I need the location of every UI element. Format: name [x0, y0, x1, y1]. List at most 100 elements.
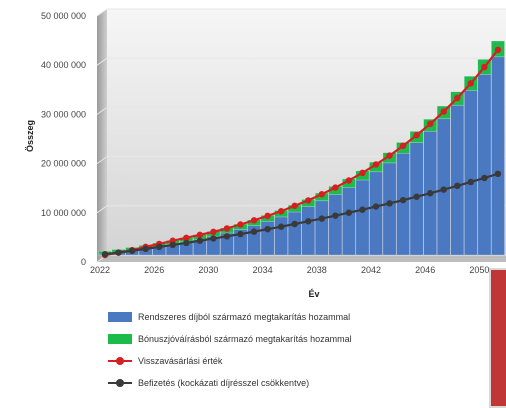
- chart-area: 0 10 000 000 20 000 000 30 000 000 40 000 00…: [25, 8, 506, 408]
- legend-item-surrender-value[interactable]: Visszavásárlási érték: [108, 350, 408, 372]
- point-payments: [237, 230, 244, 238]
- point-surrender-value: [440, 108, 447, 115]
- x-tick-label: 2038: [307, 265, 327, 275]
- point-payments: [183, 239, 190, 247]
- point-payments: [305, 218, 312, 225]
- legend-label: Befizetés (kockázati díjrésszel csökkent…: [138, 378, 310, 388]
- bar-regular-savings: [491, 56, 505, 256]
- point-payments: [115, 249, 122, 256]
- x-tick-label: 2046: [415, 265, 435, 275]
- point-payments: [427, 190, 434, 197]
- plot-side-wall: [97, 9, 107, 262]
- gridline-depth: [96, 57, 108, 66]
- legend: Rendszeres díjból származó megtakarítás …: [108, 306, 408, 394]
- point-surrender-value: [386, 152, 393, 159]
- point-payments: [101, 251, 109, 258]
- point-payments: [345, 209, 353, 216]
- stacked-bar-line-chart: 0 10 000 000 20 000 000 30 000 000 40 000 00…: [25, 8, 506, 299]
- point-payments: [494, 170, 502, 178]
- point-surrender-value: [277, 208, 285, 215]
- point-payments: [481, 174, 488, 182]
- legend-marker-red: [108, 356, 132, 366]
- bar-regular-savings: [463, 90, 478, 256]
- point-surrender-value: [494, 46, 502, 54]
- y-tick-label: 20 000 000: [41, 159, 86, 169]
- point-surrender-value: [345, 177, 353, 184]
- bar-regular-savings: [382, 162, 397, 256]
- gridline-depth: [96, 156, 108, 165]
- point-payments: [399, 196, 407, 204]
- x-tick-label: 2042: [361, 265, 381, 275]
- point-surrender-value: [223, 225, 231, 232]
- legend-marker-dark: [108, 378, 132, 388]
- point-payments: [210, 235, 217, 242]
- point-payments: [223, 233, 231, 240]
- x-tick-label: 2022: [90, 265, 110, 275]
- point-surrender-value: [399, 142, 407, 149]
- point-payments: [386, 200, 393, 207]
- bar-regular-savings: [341, 187, 356, 256]
- point-surrender-value: [413, 131, 420, 139]
- legend-item-regular-savings[interactable]: Rendszeres díjból származó megtakarítás …: [108, 306, 408, 328]
- point-surrender-value: [183, 234, 190, 241]
- point-payments: [332, 212, 339, 219]
- point-surrender-value: [305, 197, 312, 204]
- bar-regular-savings: [274, 216, 289, 256]
- point-payments: [318, 215, 325, 222]
- x-tick-label: 2030: [198, 265, 218, 275]
- y-tick-label: 50 000 000: [41, 11, 86, 21]
- legend-item-payments[interactable]: Befizetés (kockázati díjrésszel csökkent…: [108, 372, 408, 394]
- point-surrender-value: [291, 202, 298, 209]
- legend-item-bonus-savings[interactable]: Bónuszjóváírásból származó megtakarítás …: [108, 328, 408, 350]
- point-surrender-value: [332, 184, 339, 191]
- bar-regular-savings: [369, 171, 383, 256]
- bar-regular-savings: [450, 104, 465, 256]
- point-payments: [128, 247, 136, 255]
- point-surrender-value: [372, 161, 380, 168]
- point-payments: [359, 206, 366, 213]
- point-payments: [467, 178, 475, 186]
- point-payments: [250, 228, 258, 235]
- gridline-depth: [96, 8, 108, 17]
- point-surrender-value: [454, 94, 461, 102]
- y-tick-label: 0: [81, 257, 86, 267]
- legend-swatch-green: [108, 334, 132, 344]
- point-surrender-value: [427, 120, 434, 128]
- y-axis-title: Összeg: [25, 120, 35, 152]
- point-payments: [156, 243, 163, 251]
- point-payments: [413, 193, 420, 200]
- point-payments: [169, 241, 176, 249]
- point-payments: [142, 245, 149, 253]
- point-surrender-value: [467, 80, 475, 87]
- point-payments: [277, 223, 285, 230]
- point-payments: [454, 182, 461, 190]
- y-tick-label: 40 000 000: [41, 60, 86, 70]
- point-payments: [291, 220, 298, 228]
- gridline-depth: [96, 106, 108, 115]
- point-surrender-value: [237, 221, 244, 228]
- bar-regular-savings: [328, 194, 343, 256]
- overlay-panel[interactable]: [489, 268, 506, 408]
- point-surrender-value: [250, 217, 258, 224]
- bar-regular-savings: [287, 211, 302, 256]
- bar-regular-savings: [301, 206, 316, 256]
- point-payments: [264, 225, 271, 233]
- legend-label: Bónuszjóváírásból származó megtakarítás …: [138, 334, 352, 344]
- legend-swatch-blue: [108, 312, 132, 322]
- point-payments: [440, 186, 447, 193]
- point-surrender-value: [264, 212, 271, 220]
- x-tick-label: 2034: [253, 265, 273, 275]
- x-axis-title: Év: [308, 289, 319, 299]
- x-tick-label: 2026: [144, 265, 164, 275]
- point-surrender-value: [210, 228, 217, 236]
- bar-regular-savings: [355, 179, 370, 256]
- y-tick-label: 10 000 000: [41, 208, 86, 218]
- bar-regular-savings: [314, 200, 329, 256]
- point-surrender-value: [481, 63, 488, 71]
- point-payments: [372, 203, 380, 210]
- gridline-depth: [96, 205, 108, 214]
- bar-regular-savings: [396, 152, 410, 256]
- plot-floor: [97, 255, 506, 262]
- bar-regular-savings: [477, 74, 492, 256]
- x-tick-label: 2050: [469, 265, 489, 275]
